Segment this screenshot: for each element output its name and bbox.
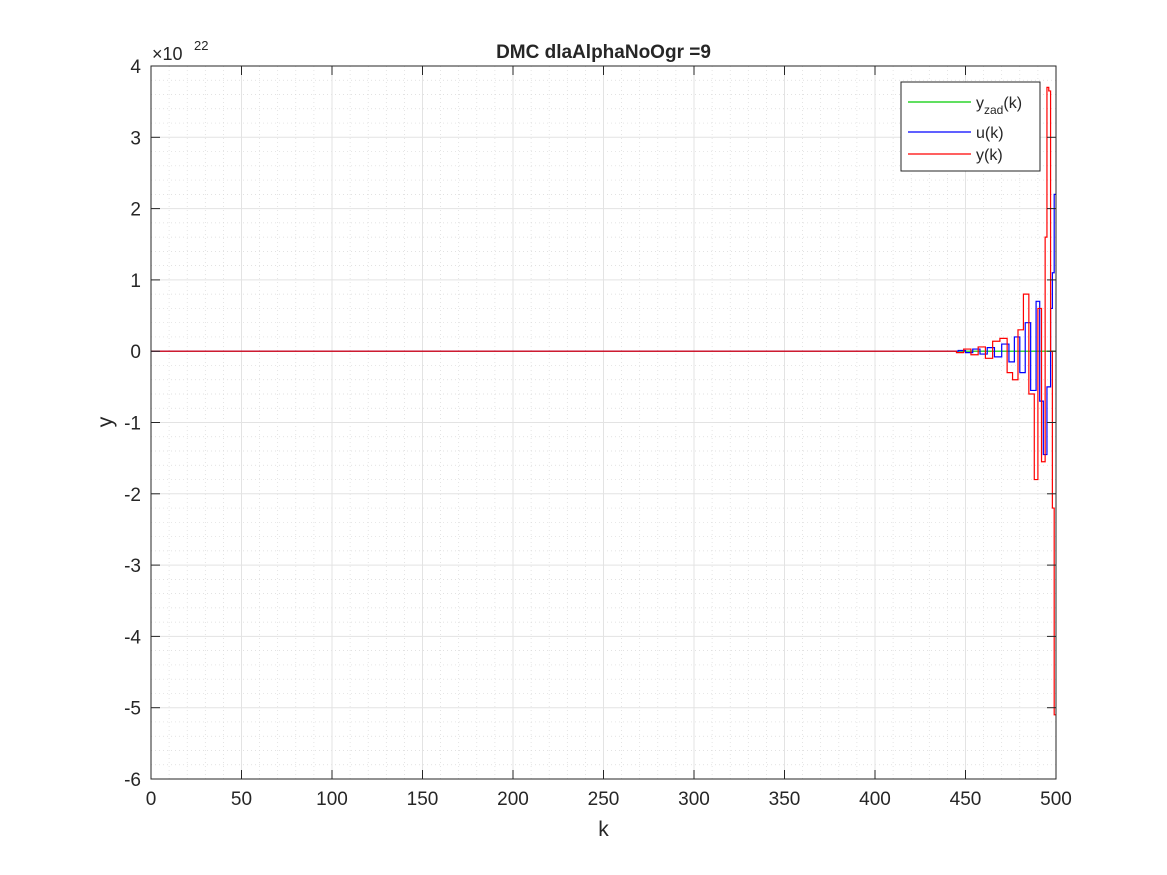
y-axis-label: y [94,416,117,427]
y-tick-label: -2 [124,485,141,506]
legend-label: yzad(k) [976,95,1022,117]
chart-title: DMC dlaAlphaNoOgr =9 [496,42,711,63]
y-tick-labels: -6 -5 -4 -3 -2 -1 0 1 2 3 4 [124,57,141,791]
y-tick-label: -4 [124,627,141,648]
x-tick-label: 50 [231,789,252,810]
x-tick-label: 400 [859,789,891,810]
x-tick-label: 100 [316,789,348,810]
series-layer [151,86,1056,716]
exponent-base: ×10 [152,44,183,64]
y-tick-label: 4 [130,57,141,78]
legend-label: u(k) [976,125,1004,142]
x-tick-label: 350 [769,789,801,810]
x-tick-label: 450 [950,789,982,810]
x-tick-label: 300 [678,789,710,810]
exponent-power: 22 [194,38,208,53]
y-tick-label: -5 [124,699,141,720]
y-tick-label: 1 [130,271,141,292]
legend: yzad(k) u(k) y(k) [900,81,1041,172]
x-tick-label: 150 [407,789,439,810]
x-tick-label: 500 [1040,789,1072,810]
axis-ticks [150,65,1057,780]
series-line-uk [151,193,1056,456]
axis-exponent: ×10 22 [152,38,208,64]
legend-label: y(k) [976,147,1003,164]
y-tick-label: -6 [124,770,141,791]
legend-box [900,81,1041,172]
series-line-yk [151,86,1056,716]
x-tick-labels: 0 50 100 150 200 250 300 350 400 450 500 [146,789,1072,810]
y-tick-label: -3 [124,556,141,577]
x-tick-label: 200 [497,789,529,810]
y-tick-label: 2 [130,200,141,221]
y-tick-label: -1 [124,414,141,435]
x-tick-label: 0 [146,789,157,810]
x-axis-label: k [598,818,609,841]
y-tick-label: 0 [130,342,141,363]
x-tick-label: 250 [588,789,620,810]
y-tick-label: 3 [130,128,141,149]
